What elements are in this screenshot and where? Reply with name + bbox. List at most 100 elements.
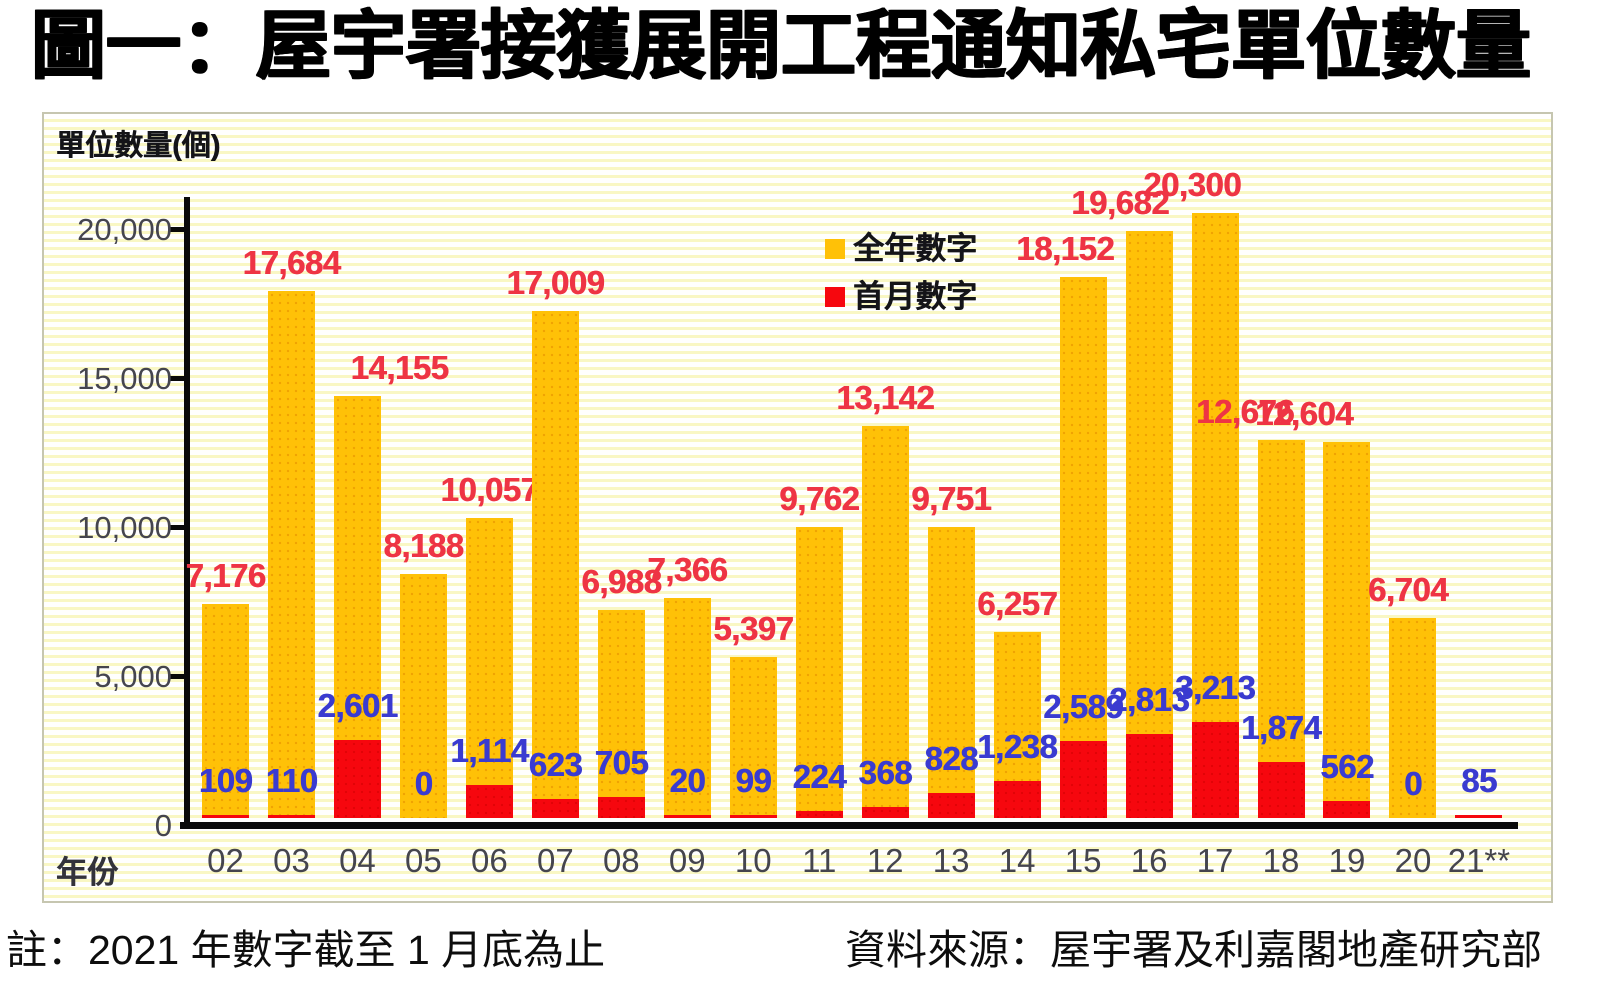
legend-item-first-month: 首月數字 [825, 280, 977, 314]
x-axis-tick-label: 14 [998, 842, 1036, 879]
y-axis-tick-label: 15,000 [77, 361, 172, 396]
first-month-value-label: 99 [735, 762, 772, 799]
bar-first-month-15 [1059, 741, 1107, 818]
full-year-value-label: 14,155 [350, 349, 449, 386]
first-month-value-label: 705 [594, 744, 649, 781]
bar-full-year-09 [663, 598, 711, 818]
bar-first-month-18 [1257, 762, 1305, 818]
legend-item-full-year: 全年數字 [825, 232, 977, 266]
first-month-value-label: 20 [669, 762, 706, 799]
legend-label: 首月數字 [853, 279, 977, 314]
bar-full-year-02 [202, 604, 249, 818]
x-axis-tick-label: 08 [602, 842, 640, 879]
y-axis-tick [170, 674, 187, 679]
x-axis-tick-label: 17 [1196, 842, 1234, 879]
bar-first-month-11 [795, 811, 843, 818]
full-year-value-label: 5,397 [713, 610, 794, 647]
x-axis-tick-label: 09 [668, 842, 706, 879]
x-axis-line [180, 822, 1518, 829]
bar-first-month-07 [531, 799, 579, 818]
bar-full-year-03 [267, 291, 315, 818]
first-month-value-label: 562 [1320, 748, 1374, 785]
bar-first-month-21** [1455, 815, 1503, 818]
bar-first-month-02 [202, 815, 249, 818]
bar-full-year-13 [927, 527, 975, 818]
bar-first-month-13 [927, 793, 975, 818]
first-month-value-label: 2,589 [1043, 688, 1124, 725]
x-axis-tick-label: 06 [471, 842, 508, 879]
x-axis-tick-label: 07 [536, 842, 574, 879]
full-year-value-label: 9,762 [779, 480, 860, 517]
bar-full-year-08 [597, 610, 645, 818]
x-axis-tick-label: 18 [1262, 842, 1300, 879]
footnote: 註：2021 年數字截至 1 月底為止 [6, 927, 606, 973]
full-year-value-label: 17,009 [506, 264, 605, 301]
bar-first-month-16 [1125, 734, 1173, 818]
first-month-value-label: 110 [265, 762, 318, 799]
first-month-value-label: 2,813 [1109, 681, 1190, 718]
first-month-value-label: 224 [792, 758, 846, 795]
full-year-value-label: 6,704 [1367, 571, 1449, 608]
first-month-value-label: 1,874 [1240, 709, 1322, 746]
bar-first-month-19 [1323, 801, 1371, 818]
full-year-value-label: 13,142 [836, 379, 935, 416]
legend: 全年數字 首月數字 [825, 232, 977, 328]
x-axis-tick-label: 10 [734, 842, 772, 879]
y-axis-tick-label: 5,000 [94, 659, 172, 694]
bar-first-month-06 [465, 785, 513, 818]
bar-full-year-06 [465, 518, 513, 818]
full-year-value-label: 17,684 [242, 244, 341, 281]
x-axis-tick-label: 20 [1394, 842, 1432, 879]
bar-first-month-09 [663, 815, 711, 818]
first-month-value-label: 1,114 [450, 732, 529, 769]
bar-full-year-15 [1059, 277, 1107, 818]
bar-full-year-19 [1323, 442, 1371, 818]
bar-full-year-18 [1257, 440, 1305, 818]
bar-first-month-12 [861, 807, 909, 818]
full-year-value-label: 7,176 [185, 557, 266, 594]
x-axis-tick-label: 04 [339, 842, 376, 879]
bar-first-month-14 [993, 781, 1041, 818]
first-month-value-label: 0 [1404, 765, 1422, 802]
x-axis-tick-label: 21** [1447, 842, 1511, 879]
x-axis-tick-label: 19 [1328, 842, 1366, 879]
y-axis-tick-label: 10,000 [77, 510, 172, 545]
x-axis-tick-label: 12 [866, 842, 904, 879]
y-axis-tick [170, 525, 187, 530]
source-credit: 資料來源：屋宇署及利嘉閣地產研究部 [845, 927, 1542, 973]
bar-first-month-08 [597, 797, 645, 818]
first-month-value-label: 109 [198, 762, 253, 799]
bar-full-year-10 [729, 657, 777, 818]
full-year-value-label: 20,300 [1143, 166, 1242, 203]
y-axis-unit-label: 單位數量(個) [56, 130, 221, 162]
first-month-value-label: 1,238 [977, 728, 1058, 765]
first-month-value-label: 3,213 [1175, 669, 1256, 706]
bar-first-month-04 [333, 740, 381, 818]
x-axis-tick-label: 05 [405, 842, 442, 879]
y-axis-tick [170, 227, 187, 232]
x-axis-tick-label: 16 [1130, 842, 1168, 879]
bar-full-year-16 [1125, 231, 1173, 818]
first-month-value-label: 623 [528, 746, 583, 783]
legend-swatch-icon [825, 287, 845, 307]
first-month-value-label: 368 [858, 754, 912, 791]
x-axis-tick-label: 15 [1064, 842, 1102, 879]
x-axis-tick-label: 02 [207, 842, 244, 879]
chart-area: 單位數量(個) 0 5,000 10,000 15,000 20,000 7,176 109… [42, 112, 1553, 903]
bar-full-year-05 [399, 574, 447, 818]
bar-full-year-11 [795, 527, 843, 818]
bar-full-year-20 [1389, 618, 1437, 818]
first-month-value-label: 85 [1461, 762, 1497, 799]
full-year-value-label: 6,988 [581, 563, 662, 600]
bar-first-month-03 [267, 815, 315, 818]
full-year-value-label: 12,604 [1255, 395, 1353, 432]
legend-label: 全年數字 [853, 231, 977, 266]
y-axis-line [184, 197, 190, 827]
full-year-value-label: 7,366 [647, 551, 728, 588]
legend-swatch-icon [825, 239, 845, 259]
full-year-value-label: 8,188 [383, 527, 464, 564]
bar-first-month-17 [1191, 722, 1239, 818]
plot-area: 0 5,000 10,000 15,000 20,000 7,176 109 02 17,684… [44, 114, 1551, 901]
x-axis-tick-label: 03 [273, 842, 310, 879]
full-year-value-label: 19,682 [1071, 184, 1170, 221]
